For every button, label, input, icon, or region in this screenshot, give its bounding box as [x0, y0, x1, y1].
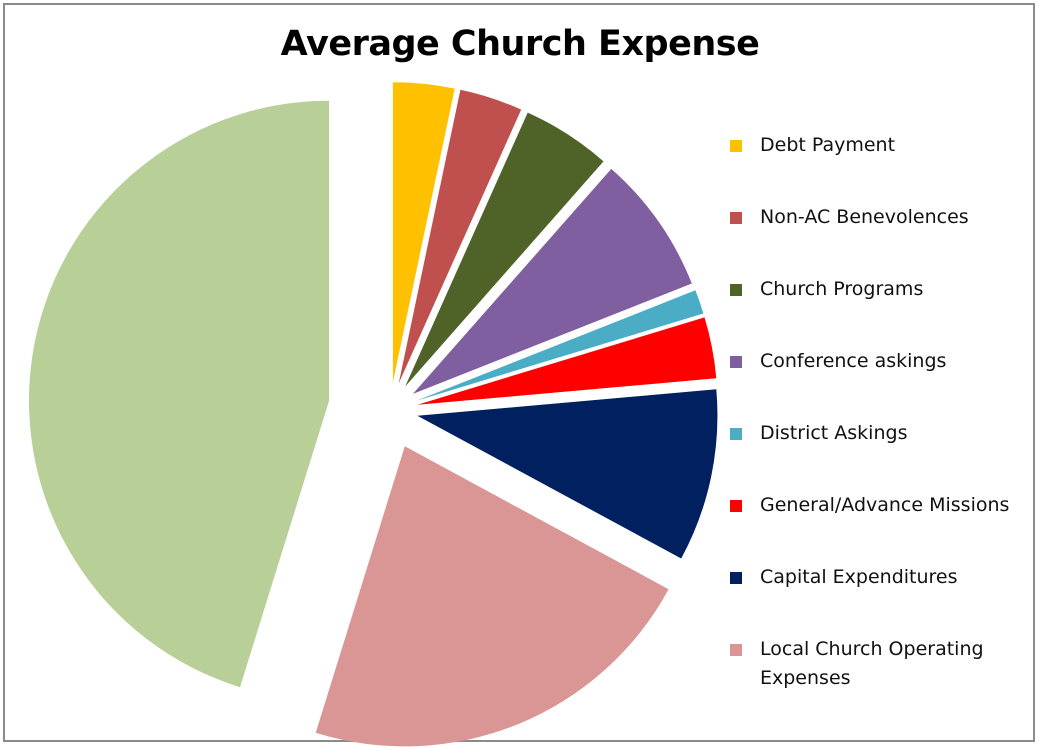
legend-label: Non-AC Benevolences — [760, 206, 969, 228]
legend-label: Conference askings — [760, 350, 947, 372]
pie-slice-non-ac-benevolences — [398, 89, 522, 384]
legend-swatch — [730, 644, 742, 656]
legend-label: District Askings — [760, 422, 908, 444]
legend-swatch — [730, 212, 742, 224]
legend-swatch — [730, 356, 742, 368]
pie-slice-district-askings — [416, 290, 704, 401]
pie-slice-debt-payment — [392, 82, 455, 383]
legend-swatch — [730, 284, 742, 296]
legend-label: Capital Expenditures — [760, 566, 958, 588]
legend-label: Local Church Operating Expenses — [760, 638, 984, 689]
legend-swatch — [730, 572, 742, 584]
pie-slice-general-advance-missions — [417, 317, 717, 405]
legend-swatch — [730, 140, 742, 152]
legend-swatch — [730, 500, 742, 512]
legend-label: Church Programs — [760, 278, 924, 300]
legend-swatch — [730, 428, 742, 440]
pie-slice-unlabeled — [28, 100, 330, 688]
legend-label: General/Advance Missions — [760, 494, 1010, 516]
pie-slice-local-church-operating-expenses — [315, 446, 669, 747]
legend-label: Debt Payment — [760, 134, 896, 156]
pie-slice-conference-askings — [412, 168, 692, 394]
pie-slice-capital-expenditures — [417, 389, 718, 559]
pie-slice-church-programs — [405, 112, 604, 387]
chart-title: Average Church Expense — [280, 24, 760, 64]
